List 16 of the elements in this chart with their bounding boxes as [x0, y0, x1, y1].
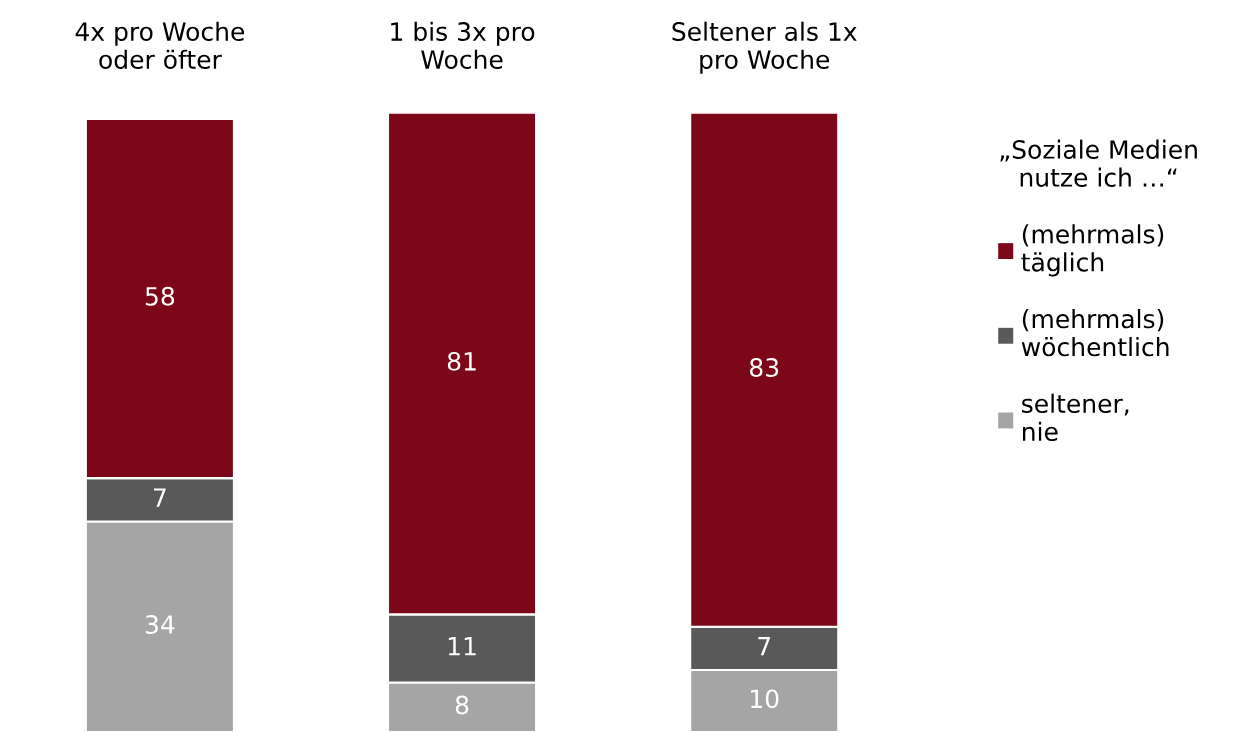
- data-label: 34: [145, 615, 175, 634]
- data-label: 11: [448, 637, 476, 656]
- legend-title: „Soziale Medien nutze ich …“: [1000, 139, 1197, 187]
- data-label: 58: [145, 286, 175, 306]
- x-tick-label: 1 bis 3x pro Woche: [391, 21, 535, 69]
- legend-label: (mehrmals) täglich: [1021, 224, 1164, 277]
- legend-label: (mehrmals) wöchentlich: [1021, 309, 1169, 357]
- data-label: 81: [447, 351, 476, 371]
- data-label: 8: [455, 695, 469, 715]
- data-label: 7: [153, 488, 166, 507]
- x-tick-label: Seltener als 1x pro Woche: [672, 21, 857, 74]
- data-label: 10: [751, 689, 779, 709]
- data-label: 83: [750, 358, 779, 377]
- legend-label: seltener, nie: [1022, 393, 1129, 442]
- data-label: 7: [758, 637, 771, 656]
- x-tick-label: 4x pro Woche oder öfter: [75, 21, 245, 69]
